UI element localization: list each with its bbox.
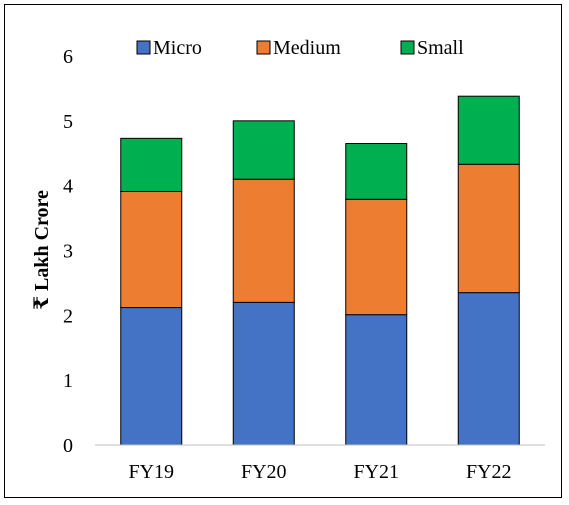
legend-label-micro: Micro <box>153 37 202 59</box>
bar-small-fy22 <box>457 95 520 165</box>
y-tick-label: 5 <box>63 111 73 133</box>
bar-micro-fy20 <box>232 301 295 446</box>
x-tick-label: FY20 <box>241 461 287 483</box>
legend-label-medium: Medium <box>273 37 341 59</box>
x-tick-label: FY19 <box>128 461 174 483</box>
legend: Micro Medium Small <box>136 37 464 59</box>
bar-medium-fy22 <box>457 163 520 294</box>
bar-small-fy21 <box>345 143 408 200</box>
x-axis-ticks: FY19 FY20 FY21 FY22 <box>128 461 511 483</box>
legend-swatch-micro <box>136 40 151 55</box>
y-tick-label: 6 <box>63 46 73 68</box>
y-tick-label: 3 <box>63 241 73 263</box>
y-tick-label: 0 <box>63 435 73 457</box>
y-tick-label: 2 <box>63 305 73 327</box>
y-axis-label: ₹ Lakh Crore <box>31 190 53 310</box>
x-tick-label: FY22 <box>466 461 512 483</box>
x-tick-label: FY21 <box>353 461 399 483</box>
y-tick-label: 4 <box>63 176 73 198</box>
y-axis-ticks: 0 1 2 3 4 5 6 <box>63 46 73 457</box>
legend-label-small: Small <box>417 37 464 59</box>
bar-medium-fy21 <box>345 198 408 316</box>
bars <box>120 95 520 446</box>
bar-micro-fy21 <box>345 314 408 446</box>
bar-micro-fy22 <box>457 292 520 446</box>
bar-small-fy19 <box>120 137 183 193</box>
bar-medium-fy20 <box>232 178 295 303</box>
bar-micro-fy19 <box>120 307 183 446</box>
bar-medium-fy19 <box>120 191 183 309</box>
legend-swatch-medium <box>256 40 271 55</box>
bar-small-fy20 <box>232 120 295 180</box>
legend-swatch-small <box>400 40 415 55</box>
y-tick-label: 1 <box>63 370 73 392</box>
